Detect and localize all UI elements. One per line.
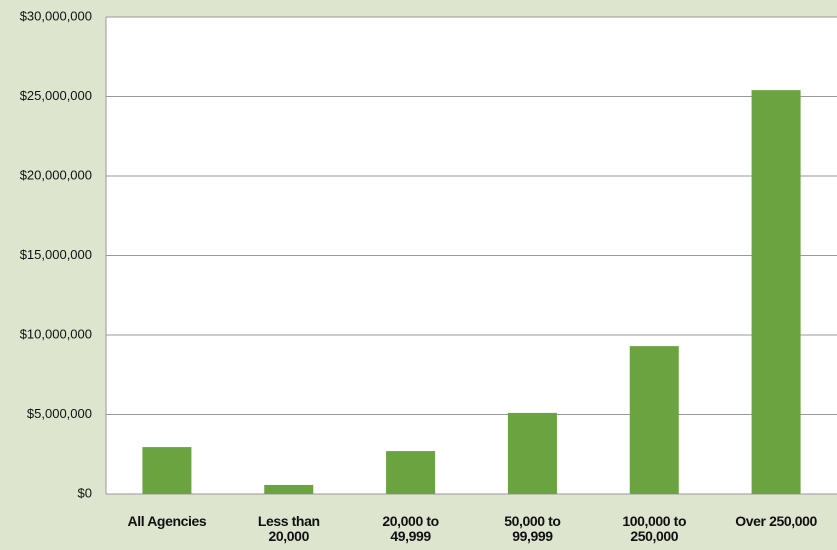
x-tick-label: Less than 20,000 — [257, 513, 320, 544]
y-tick-label: $25,000,000 — [20, 88, 92, 103]
bar — [629, 346, 679, 494]
bar — [142, 447, 192, 494]
bar — [507, 412, 557, 494]
y-tick-label: $5,000,000 — [27, 406, 92, 421]
bar — [751, 90, 801, 494]
bar — [264, 484, 314, 494]
x-tick-label: All Agencies — [127, 513, 207, 529]
y-tick-label: $20,000,000 — [20, 167, 92, 182]
y-tick-label: $0 — [78, 485, 92, 500]
x-tick-label: 20,000 to 49,999 — [382, 513, 439, 544]
y-tick-label: $15,000,000 — [20, 247, 92, 262]
y-tick-label: $10,000,000 — [20, 326, 92, 341]
x-tick-label: Over 250,000 — [735, 513, 817, 529]
x-tick-label: 100,000 to 250,000 — [622, 513, 687, 544]
y-tick-label: $30,000,000 — [20, 8, 92, 23]
bar — [386, 451, 436, 494]
x-tick-label: 50,000 to 99,999 — [504, 513, 561, 544]
